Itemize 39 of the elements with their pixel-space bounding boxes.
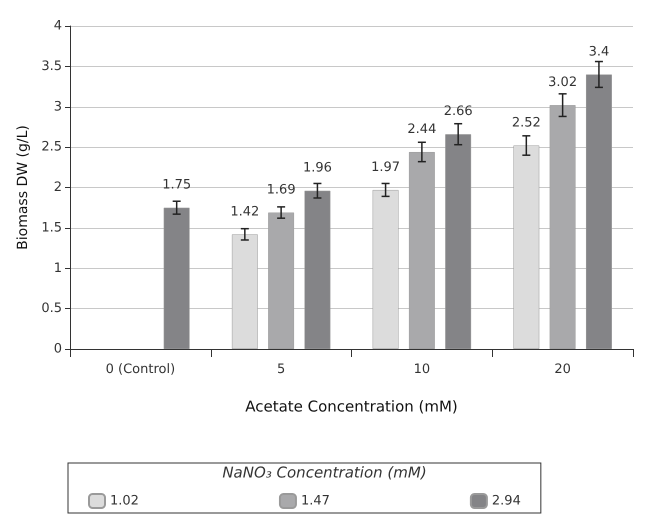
y-tick-label: 3 xyxy=(54,99,62,114)
bar xyxy=(408,152,435,349)
data-label: 2.44 xyxy=(407,122,436,137)
y-tick-label: 2.5 xyxy=(41,140,62,155)
x-tick-label: 20 xyxy=(554,362,571,377)
y-axis-title: Biomass DW (g/L) xyxy=(15,125,31,250)
data-label: 2.66 xyxy=(444,104,473,120)
y-tick-label: 2 xyxy=(54,180,62,195)
data-label: 3.02 xyxy=(548,75,578,90)
bar xyxy=(372,190,399,349)
legend-label: 1.47 xyxy=(300,494,330,508)
x-tick-label: 10 xyxy=(414,362,430,377)
data-label: 1.42 xyxy=(230,204,260,220)
bar xyxy=(232,234,258,349)
data-label: 3.4 xyxy=(588,44,610,60)
data-label: 2.52 xyxy=(512,116,541,131)
x-tick-label: 0 (Control) xyxy=(106,362,176,377)
y-tick-label: 1 xyxy=(54,260,62,276)
data-label: 1.75 xyxy=(162,178,192,193)
bar xyxy=(550,105,576,349)
x-tick-label: 5 xyxy=(276,362,286,377)
bar xyxy=(513,146,540,349)
bar xyxy=(586,74,612,349)
bar xyxy=(304,190,330,349)
y-tick-label: 0.5 xyxy=(41,301,62,316)
data-label: 1.69 xyxy=(266,182,296,198)
legend-title: NaNO₃ Concentration (mM) xyxy=(222,464,427,482)
bar xyxy=(445,134,472,349)
legend-label: 2.94 xyxy=(492,494,521,508)
y-tick-label: 0 xyxy=(54,342,62,356)
legend-label: 1.02 xyxy=(110,494,139,508)
y-tick-label: 1.5 xyxy=(41,220,62,236)
data-label: 1.97 xyxy=(371,160,400,175)
y-tick-label: 3.5 xyxy=(41,58,62,74)
bar xyxy=(164,208,190,349)
data-label: 1.96 xyxy=(302,160,332,176)
x-axis-title: Acetate Concentration (mM) xyxy=(245,398,458,416)
bar xyxy=(268,212,294,349)
y-tick-label: 4 xyxy=(54,18,62,34)
